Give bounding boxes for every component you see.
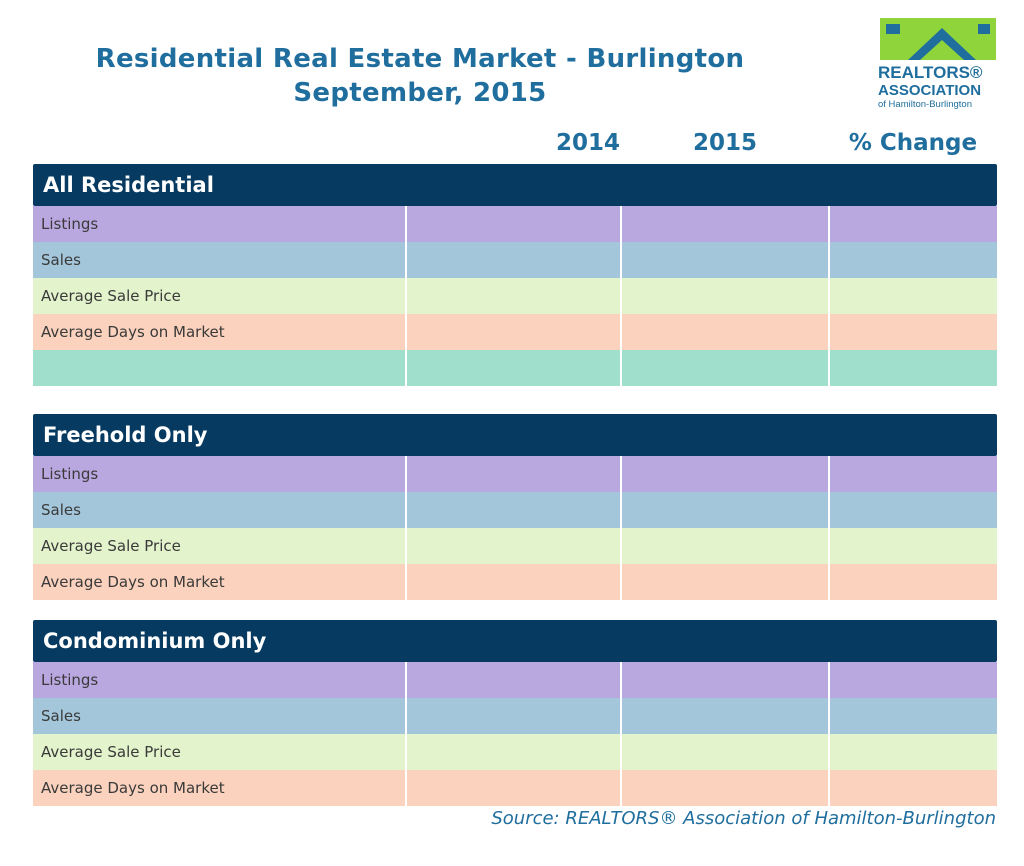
value-2015 <box>622 734 830 770</box>
row-label: Sales <box>33 492 407 528</box>
row-label: Average Days on Market <box>33 770 407 806</box>
value-change <box>830 456 997 492</box>
value-2015 <box>622 456 830 492</box>
logo-line-2: ASSOCIATION <box>878 82 982 99</box>
value-2015 <box>622 314 830 350</box>
value-2014 <box>407 278 622 314</box>
value-2015 <box>622 662 830 698</box>
value-2015 <box>622 350 830 386</box>
value-2014 <box>407 350 622 386</box>
section-heading: Condominium Only <box>33 620 997 662</box>
column-header-2014: 2014 <box>555 130 620 156</box>
table-row-sales: Sales <box>33 242 997 278</box>
value-2015 <box>622 770 830 806</box>
report-title: Residential Real Estate Market - Burling… <box>95 44 745 74</box>
column-header-2015: 2015 <box>692 130 757 156</box>
row-label: Average Days on Market <box>33 314 407 350</box>
value-change <box>830 242 997 278</box>
table-row-days-on-market: Average Days on Market <box>33 564 997 600</box>
row-label: Average Days on Market <box>33 564 407 600</box>
row-label: Average Sale Price <box>33 528 407 564</box>
value-2015 <box>622 698 830 734</box>
value-2015 <box>622 206 830 242</box>
value-2014 <box>407 456 622 492</box>
section-freehold-only: Freehold Only Listings Sales Average Sal… <box>33 414 997 600</box>
value-change <box>830 314 997 350</box>
row-label: Average Sale Price <box>33 734 407 770</box>
value-2014 <box>407 314 622 350</box>
section-heading: Freehold Only <box>33 414 997 456</box>
table-row-sales: Sales <box>33 698 997 734</box>
house-roof-icon <box>880 18 996 60</box>
table-row-average-price: Average Sale Price <box>33 734 997 770</box>
section-all-residential: All Residential Listings Sales Average S… <box>33 164 997 386</box>
table-row-average-price: Average Sale Price <box>33 528 997 564</box>
value-2014 <box>407 662 622 698</box>
row-label: Listings <box>33 662 407 698</box>
value-2014 <box>407 770 622 806</box>
column-header-change: % Change <box>848 130 978 156</box>
value-2014 <box>407 564 622 600</box>
row-label: Listings <box>33 456 407 492</box>
value-change <box>830 698 997 734</box>
section-condominium-only: Condominium Only Listings Sales Average … <box>33 620 997 806</box>
table-row-days-on-market: Average Days on Market <box>33 770 997 806</box>
realtors-association-logo: REALTORS® ASSOCIATION of Hamilton-Burlin… <box>878 18 998 118</box>
table-row-sales: Sales <box>33 492 997 528</box>
table-row-average-price: Average Sale Price <box>33 278 997 314</box>
report-date: September, 2015 <box>293 78 547 108</box>
row-label: Sales <box>33 698 407 734</box>
table-row-listings: Listings <box>33 456 997 492</box>
value-change <box>830 278 997 314</box>
value-2015 <box>622 564 830 600</box>
value-change <box>830 492 997 528</box>
value-change <box>830 770 997 806</box>
value-2015 <box>622 492 830 528</box>
value-2014 <box>407 698 622 734</box>
value-2015 <box>622 278 830 314</box>
source-note: Source: REALTORS® Association of Hamilto… <box>491 808 996 829</box>
value-2014 <box>407 528 622 564</box>
value-change <box>830 734 997 770</box>
value-2015 <box>622 242 830 278</box>
row-label: Listings <box>33 206 407 242</box>
table-row-listings: Listings <box>33 662 997 698</box>
logo-line-1: REALTORS® <box>878 63 983 82</box>
table-row-month-inventory <box>33 350 997 386</box>
value-2014 <box>407 206 622 242</box>
value-2014 <box>407 734 622 770</box>
value-2014 <box>407 492 622 528</box>
row-label <box>33 350 407 386</box>
row-label: Sales <box>33 242 407 278</box>
value-2014 <box>407 242 622 278</box>
logo-line-3: of Hamilton-Burlington <box>878 99 972 110</box>
section-heading: All Residential <box>33 164 997 206</box>
value-change <box>830 206 997 242</box>
table-row-listings: Listings <box>33 206 997 242</box>
value-change <box>830 528 997 564</box>
row-label: Average Sale Price <box>33 278 407 314</box>
value-2015 <box>622 528 830 564</box>
value-change <box>830 662 997 698</box>
value-change <box>830 350 997 386</box>
value-change <box>830 564 997 600</box>
table-row-days-on-market: Average Days on Market <box>33 314 997 350</box>
